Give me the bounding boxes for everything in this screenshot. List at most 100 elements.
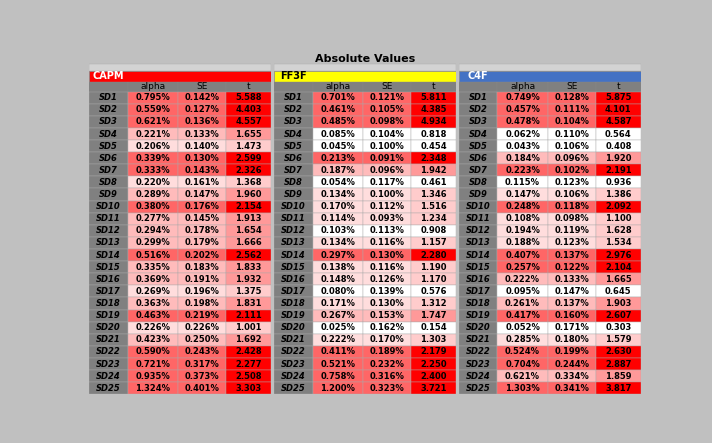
Bar bbox=[89, 82, 127, 92]
Text: 1.303: 1.303 bbox=[420, 335, 446, 344]
Text: 0.113%: 0.113% bbox=[370, 226, 404, 235]
Text: SD23: SD23 bbox=[281, 360, 305, 369]
Text: SD18: SD18 bbox=[466, 299, 491, 308]
Text: 0.704%: 0.704% bbox=[506, 360, 540, 369]
Bar bbox=[127, 261, 178, 273]
Text: 0.045%: 0.045% bbox=[320, 142, 355, 151]
Text: 0.417%: 0.417% bbox=[506, 311, 540, 320]
Bar bbox=[313, 128, 363, 140]
Text: 0.316%: 0.316% bbox=[370, 372, 404, 381]
Bar bbox=[596, 82, 641, 92]
Bar bbox=[596, 382, 641, 394]
Text: SD22: SD22 bbox=[466, 347, 491, 357]
Bar bbox=[363, 82, 411, 92]
Text: 4.385: 4.385 bbox=[420, 105, 446, 114]
Bar bbox=[459, 285, 498, 297]
Text: 0.220%: 0.220% bbox=[135, 178, 170, 187]
Bar bbox=[459, 310, 498, 322]
Bar bbox=[274, 71, 456, 82]
Text: 1.312: 1.312 bbox=[420, 299, 447, 308]
Bar bbox=[127, 285, 178, 297]
Bar bbox=[178, 261, 226, 273]
Bar bbox=[411, 237, 456, 249]
Text: SD12: SD12 bbox=[466, 226, 491, 235]
Bar bbox=[498, 370, 548, 382]
Text: 0.096%: 0.096% bbox=[555, 154, 590, 163]
Text: 1.920: 1.920 bbox=[605, 154, 632, 163]
Bar bbox=[459, 370, 498, 382]
Text: 2.599: 2.599 bbox=[236, 154, 262, 163]
Text: SD22: SD22 bbox=[281, 347, 305, 357]
Text: 0.285%: 0.285% bbox=[506, 335, 540, 344]
Text: 0.407%: 0.407% bbox=[506, 251, 540, 260]
Bar bbox=[274, 273, 313, 285]
Text: 1.942: 1.942 bbox=[420, 166, 447, 175]
Bar bbox=[411, 285, 456, 297]
Text: SD22: SD22 bbox=[96, 347, 121, 357]
Bar bbox=[313, 310, 363, 322]
Bar bbox=[89, 297, 127, 310]
Bar bbox=[226, 128, 271, 140]
Bar bbox=[498, 176, 548, 188]
Text: 0.936: 0.936 bbox=[605, 178, 632, 187]
Text: SD4: SD4 bbox=[468, 129, 488, 139]
Text: 0.147%: 0.147% bbox=[506, 190, 540, 199]
Bar bbox=[596, 225, 641, 237]
Bar bbox=[596, 285, 641, 297]
Text: SD15: SD15 bbox=[96, 263, 121, 272]
Bar bbox=[274, 225, 313, 237]
Bar bbox=[226, 82, 271, 92]
Bar bbox=[178, 164, 226, 176]
Bar bbox=[498, 261, 548, 273]
Bar bbox=[456, 53, 459, 394]
Bar bbox=[89, 225, 127, 237]
Bar bbox=[127, 188, 178, 201]
Text: 0.025%: 0.025% bbox=[320, 323, 355, 332]
Text: SD14: SD14 bbox=[466, 251, 491, 260]
Text: SD5: SD5 bbox=[284, 142, 303, 151]
Bar bbox=[178, 116, 226, 128]
Text: 0.226%: 0.226% bbox=[184, 323, 219, 332]
Text: 0.244%: 0.244% bbox=[555, 360, 590, 369]
Text: SD20: SD20 bbox=[466, 323, 491, 332]
Text: 0.297%: 0.297% bbox=[320, 251, 355, 260]
Text: 5.875: 5.875 bbox=[605, 93, 632, 102]
Bar bbox=[411, 346, 456, 358]
Text: 1.628: 1.628 bbox=[605, 226, 632, 235]
Bar bbox=[313, 261, 363, 273]
Bar bbox=[459, 82, 498, 92]
Text: SD5: SD5 bbox=[468, 142, 488, 151]
Bar bbox=[313, 273, 363, 285]
Bar bbox=[178, 285, 226, 297]
Text: 0.114%: 0.114% bbox=[320, 214, 355, 223]
Text: 0.178%: 0.178% bbox=[185, 226, 219, 235]
Bar bbox=[313, 249, 363, 261]
Bar bbox=[548, 213, 596, 225]
Bar bbox=[548, 128, 596, 140]
Text: 1.655: 1.655 bbox=[235, 129, 262, 139]
Bar bbox=[89, 164, 127, 176]
Bar bbox=[313, 116, 363, 128]
Bar bbox=[226, 358, 271, 370]
Bar bbox=[89, 104, 127, 116]
Bar bbox=[363, 176, 411, 188]
Text: 2.111: 2.111 bbox=[235, 311, 262, 320]
Bar bbox=[313, 322, 363, 334]
Bar bbox=[178, 152, 226, 164]
Bar bbox=[89, 310, 127, 322]
Text: 0.142%: 0.142% bbox=[184, 93, 219, 102]
Text: 0.115%: 0.115% bbox=[505, 178, 540, 187]
Bar bbox=[411, 201, 456, 213]
Text: 1.368: 1.368 bbox=[236, 178, 262, 187]
Bar bbox=[313, 370, 363, 382]
Bar bbox=[411, 82, 456, 92]
Text: 0.196%: 0.196% bbox=[184, 287, 219, 296]
Text: 1.200%: 1.200% bbox=[320, 384, 355, 392]
Bar bbox=[411, 213, 456, 225]
Text: 0.111%: 0.111% bbox=[555, 105, 590, 114]
Text: 2.154: 2.154 bbox=[235, 202, 262, 211]
Text: 0.154: 0.154 bbox=[420, 323, 447, 332]
Bar bbox=[274, 297, 313, 310]
Bar bbox=[411, 188, 456, 201]
Text: 0.194%: 0.194% bbox=[506, 226, 540, 235]
